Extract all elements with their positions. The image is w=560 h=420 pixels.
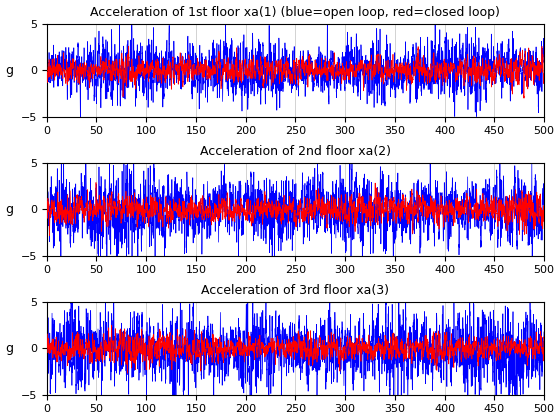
Title: Acceleration of 1st floor xa(1) (blue=open loop, red=closed loop): Acceleration of 1st floor xa(1) (blue=op…: [90, 5, 500, 18]
Y-axis label: g: g: [6, 342, 13, 355]
Y-axis label: g: g: [6, 64, 13, 77]
Title: Acceleration of 2nd floor xa(2): Acceleration of 2nd floor xa(2): [200, 144, 391, 158]
Title: Acceleration of 3rd floor xa(3): Acceleration of 3rd floor xa(3): [202, 284, 389, 297]
Y-axis label: g: g: [6, 203, 13, 216]
